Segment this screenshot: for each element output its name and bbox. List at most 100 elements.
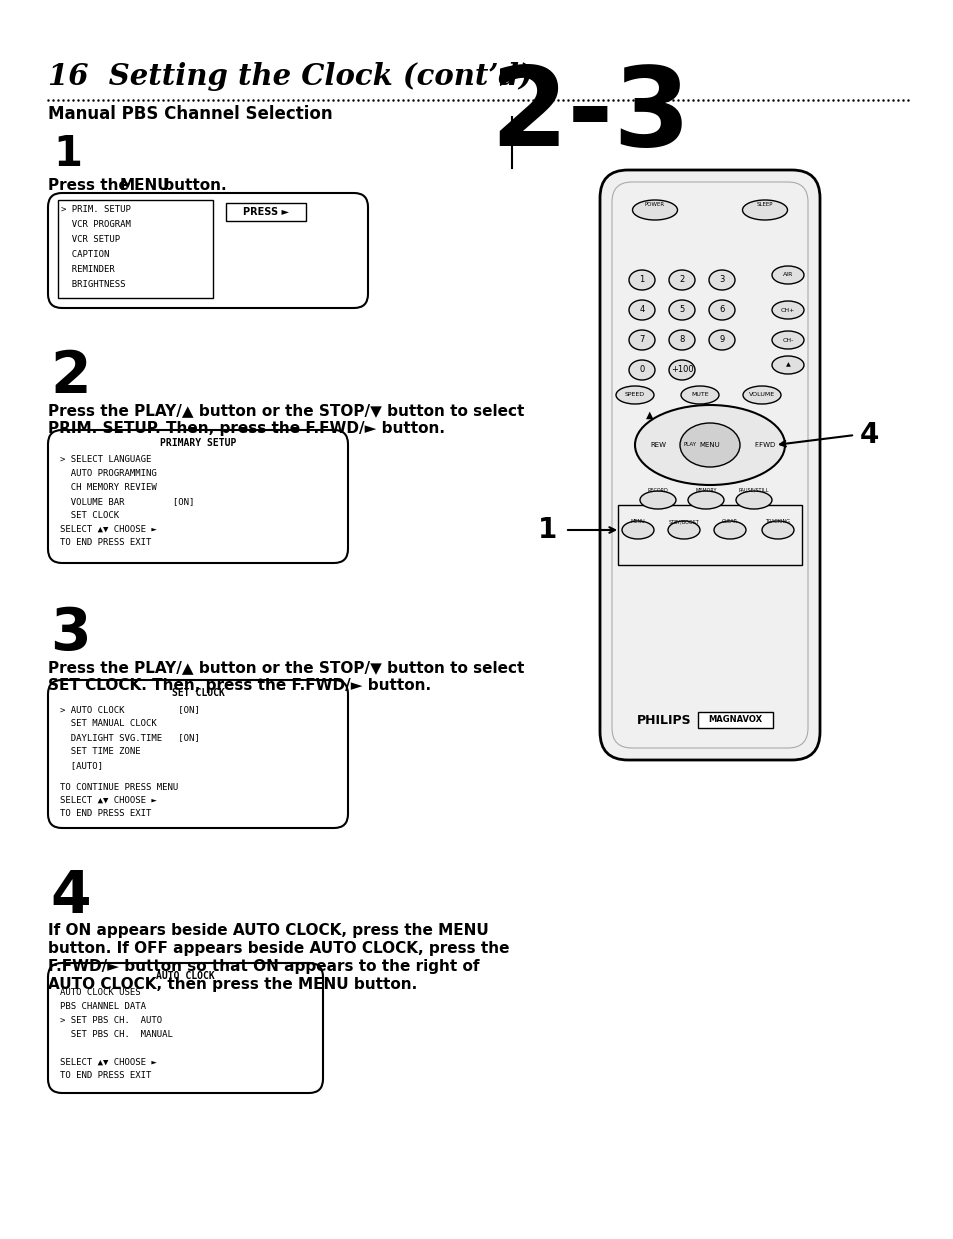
Text: 4: 4: [859, 421, 879, 449]
Text: ▲: ▲: [645, 410, 653, 420]
Text: TO END PRESS EXIT: TO END PRESS EXIT: [60, 538, 152, 546]
Text: F.FWD/► button so that ON appears to the right of: F.FWD/► button so that ON appears to the…: [48, 959, 479, 974]
Text: 0: 0: [639, 366, 644, 374]
Text: button. If OFF appears beside AUTO CLOCK, press the: button. If OFF appears beside AUTO CLOCK…: [48, 940, 509, 957]
Text: 1: 1: [639, 275, 644, 285]
Text: > PRIM. SETUP: > PRIM. SETUP: [61, 204, 131, 214]
Text: AUTO CLOCK: AUTO CLOCK: [156, 971, 214, 981]
Bar: [58, 199, 213, 299]
Text: SET CLOCK: SET CLOCK: [172, 688, 224, 698]
Text: PHILIPS: PHILIPS: [637, 714, 691, 726]
Text: MENU: MENU: [630, 519, 644, 524]
Text: ▲: ▲: [785, 363, 789, 368]
Text: VCR SETUP: VCR SETUP: [61, 235, 120, 244]
Text: SET TIME ZONE: SET TIME ZONE: [60, 747, 140, 756]
Text: 4: 4: [50, 869, 91, 926]
Text: SELECT ▲▼ CHOOSE ►: SELECT ▲▼ CHOOSE ►: [60, 1058, 156, 1067]
Text: SET CLOCK: SET CLOCK: [60, 510, 119, 520]
Ellipse shape: [668, 361, 695, 380]
Ellipse shape: [621, 522, 654, 539]
Text: REW: REW: [649, 442, 665, 449]
Text: 16  Setting the Clock (cont’d): 16 Setting the Clock (cont’d): [48, 62, 532, 90]
Text: 3: 3: [719, 275, 724, 285]
Text: 2: 2: [679, 275, 684, 285]
Text: button.: button.: [158, 178, 227, 193]
Text: 1: 1: [537, 515, 557, 544]
Ellipse shape: [742, 387, 781, 404]
Ellipse shape: [771, 266, 803, 284]
Text: Manual PBS Channel Selection: Manual PBS Channel Selection: [48, 105, 333, 123]
Text: AIR: AIR: [782, 273, 792, 278]
Text: VCR PROGRAM: VCR PROGRAM: [61, 221, 131, 229]
Ellipse shape: [667, 522, 700, 539]
Ellipse shape: [761, 522, 793, 539]
Text: PRIMARY SETUP: PRIMARY SETUP: [160, 439, 236, 449]
Text: POWER: POWER: [644, 202, 664, 207]
Text: STBY/BOOST: STBY/BOOST: [668, 519, 699, 524]
Text: PBS CHANNEL DATA: PBS CHANNEL DATA: [60, 1002, 146, 1011]
Text: SELECT ▲▼ CHOOSE ►: SELECT ▲▼ CHOOSE ►: [60, 525, 156, 534]
Ellipse shape: [668, 270, 695, 290]
Ellipse shape: [635, 405, 784, 484]
Text: 1: 1: [53, 133, 82, 175]
Ellipse shape: [668, 330, 695, 349]
Ellipse shape: [628, 300, 655, 320]
Text: 2: 2: [50, 348, 91, 405]
Text: SET PBS CH.  MANUAL: SET PBS CH. MANUAL: [60, 1030, 172, 1040]
Text: CLEAR: CLEAR: [721, 519, 738, 524]
Text: 9: 9: [719, 336, 724, 344]
Text: 4: 4: [639, 306, 644, 315]
Ellipse shape: [735, 491, 771, 509]
Text: PLAY: PLAY: [682, 442, 696, 447]
Text: MAGNAVOX: MAGNAVOX: [707, 715, 761, 725]
Text: +100: +100: [670, 366, 693, 374]
Ellipse shape: [771, 301, 803, 318]
Text: If ON appears beside AUTO CLOCK, press the MENU: If ON appears beside AUTO CLOCK, press t…: [48, 923, 488, 938]
Text: SELECT ▲▼ CHOOSE ►: SELECT ▲▼ CHOOSE ►: [60, 795, 156, 805]
Text: [AUTO]: [AUTO]: [60, 761, 103, 769]
Text: TO END PRESS EXIT: TO END PRESS EXIT: [60, 809, 152, 818]
Ellipse shape: [708, 300, 734, 320]
Ellipse shape: [639, 491, 676, 509]
Text: 2-3: 2-3: [490, 62, 690, 169]
Text: DAYLIGHT SVG.TIME   [ON]: DAYLIGHT SVG.TIME [ON]: [60, 733, 199, 742]
Text: AUTO CLOCK USES: AUTO CLOCK USES: [60, 987, 140, 997]
FancyBboxPatch shape: [48, 680, 348, 828]
Ellipse shape: [741, 199, 786, 221]
Text: 3: 3: [50, 605, 91, 662]
Text: MEMORY: MEMORY: [695, 488, 716, 493]
Text: CH MEMORY REVIEW: CH MEMORY REVIEW: [60, 483, 156, 492]
Ellipse shape: [628, 361, 655, 380]
Text: Press the PLAY/▲ button or the STOP/▼ button to select: Press the PLAY/▲ button or the STOP/▼ bu…: [48, 660, 524, 675]
Text: TO END PRESS EXIT: TO END PRESS EXIT: [60, 1070, 152, 1080]
Text: MUTE: MUTE: [691, 393, 708, 398]
Ellipse shape: [628, 270, 655, 290]
Text: PAUSE/STILL: PAUSE/STILL: [738, 488, 768, 493]
Text: BRIGHTNESS: BRIGHTNESS: [61, 280, 126, 289]
Text: 8: 8: [679, 336, 684, 344]
Text: > SELECT LANGUAGE: > SELECT LANGUAGE: [60, 455, 152, 463]
Text: PRESS ►: PRESS ►: [243, 207, 289, 217]
Text: SET CLOCK. Then, press the F.FWD/► button.: SET CLOCK. Then, press the F.FWD/► butto…: [48, 678, 431, 693]
Text: Press the: Press the: [48, 178, 134, 193]
Text: SLEEP: SLEEP: [756, 202, 773, 207]
Ellipse shape: [628, 330, 655, 349]
Text: AUTO CLOCK, then press the MENU button.: AUTO CLOCK, then press the MENU button.: [48, 978, 416, 992]
FancyBboxPatch shape: [48, 193, 368, 309]
Text: 5: 5: [679, 306, 684, 315]
Text: MENU: MENU: [120, 178, 171, 193]
Text: MENU: MENU: [699, 442, 720, 449]
Ellipse shape: [616, 387, 654, 404]
Bar: [698, 712, 772, 729]
Ellipse shape: [687, 491, 723, 509]
Text: AUTO PROGRAMMING: AUTO PROGRAMMING: [60, 470, 156, 478]
Ellipse shape: [708, 270, 734, 290]
Text: VOLUME: VOLUME: [748, 393, 774, 398]
Text: RECORD: RECORD: [647, 488, 668, 493]
Ellipse shape: [771, 356, 803, 374]
Ellipse shape: [680, 387, 719, 404]
FancyBboxPatch shape: [48, 430, 348, 563]
Text: CAPTION: CAPTION: [61, 250, 110, 259]
Text: PRIM. SETUP. Then, press the F.FWD/► button.: PRIM. SETUP. Then, press the F.FWD/► but…: [48, 421, 444, 436]
FancyBboxPatch shape: [48, 963, 323, 1093]
